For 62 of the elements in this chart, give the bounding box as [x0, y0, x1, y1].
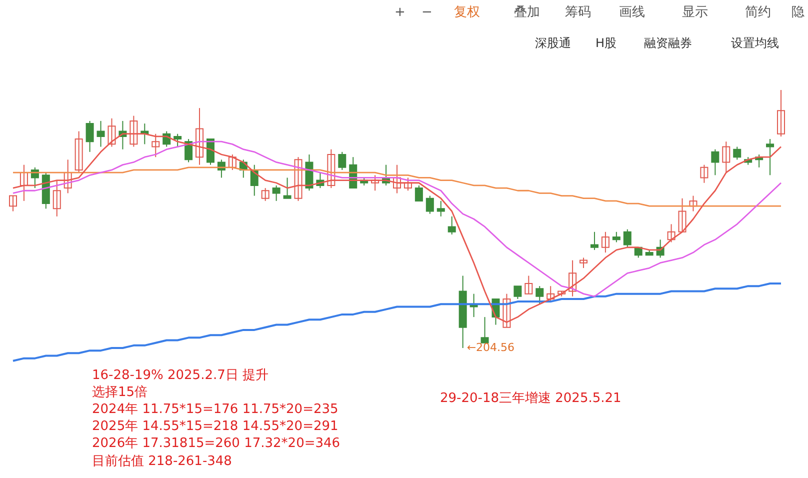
- candlestick: [524, 275, 533, 294]
- candlestick: [678, 198, 686, 232]
- candlestick: [338, 151, 346, 170]
- candlestick: [777, 90, 785, 137]
- text: 画线: [619, 5, 645, 20]
- candlestick: [228, 154, 236, 170]
- candlestick: [283, 177, 292, 199]
- text: 16-28-19% 2025.2.7日 提升: [92, 368, 269, 383]
- candlestick: [52, 180, 61, 217]
- text: 目前估值 218-261-348: [92, 454, 232, 469]
- candlestick: [174, 133, 182, 148]
- candlestick: [612, 231, 620, 243]
- text: 简约: [745, 5, 771, 20]
- text: −: [422, 5, 432, 20]
- candlestick: [623, 228, 632, 248]
- text: 选择15倍: [92, 385, 148, 400]
- text: 显示: [682, 5, 708, 20]
- candlestick: [480, 316, 489, 344]
- candlestick: [64, 159, 72, 194]
- text: 2024年 11.75*15=176 11.75*20=235: [92, 402, 338, 417]
- candlestick: [327, 148, 336, 189]
- text: 筹码: [565, 5, 591, 20]
- text: 2026年 17.31815=260 17.32*20=346: [92, 436, 340, 451]
- text: 29-20-18三年增速 2025.5.21: [440, 391, 622, 406]
- candlestick: [448, 216, 456, 235]
- text: 深股通: [535, 36, 571, 50]
- candlestick: [436, 200, 445, 217]
- candlestick: [536, 286, 544, 305]
- candlestick: [733, 146, 742, 160]
- candlestick: [272, 184, 280, 202]
- candlestick: [426, 195, 434, 214]
- candlestick: [86, 120, 94, 152]
- candlestick: [414, 184, 423, 202]
- text: +: [394, 5, 406, 20]
- text: 设置均线: [731, 36, 779, 50]
- candlestick: [601, 231, 610, 254]
- candlestick: [9, 195, 17, 212]
- candlestick: [20, 164, 28, 202]
- candlestick: [96, 120, 105, 148]
- candlestick: [700, 164, 708, 184]
- candlestick: [711, 148, 720, 176]
- text: 融资融券: [644, 36, 692, 50]
- text: 2025年 14.55*15=218 14.55*20=291: [92, 419, 338, 434]
- text: 隐: [792, 5, 804, 20]
- text: 叠加: [514, 5, 540, 20]
- candlestick: [590, 231, 598, 250]
- candlestick: [722, 141, 730, 174]
- candlestick: [393, 164, 401, 194]
- text: H股: [595, 36, 617, 50]
- candlestick: [261, 188, 270, 202]
- candlestick: [667, 224, 676, 243]
- text: 复权: [454, 5, 480, 20]
- candlestick: [766, 138, 774, 176]
- candlestick: [514, 286, 522, 300]
- candlestick: [580, 257, 588, 269]
- candlestick: [689, 195, 698, 212]
- candlestick: [294, 156, 302, 202]
- annotation: ←204.56: [466, 341, 515, 354]
- candlestick: [404, 177, 412, 192]
- candlestick: [546, 286, 555, 302]
- candlestick: [568, 260, 577, 297]
- candlestick: [371, 174, 380, 192]
